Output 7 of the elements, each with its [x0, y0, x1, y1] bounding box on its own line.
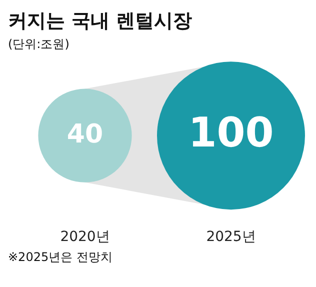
data-label: 40 [66, 119, 104, 150]
text: (단위:조원) [8, 36, 70, 53]
text: 커지는 국내 렌털시장 [8, 9, 194, 34]
data-label: 100 [188, 108, 274, 156]
category-label: 2025년 [206, 229, 256, 246]
category-label: 2020년 [60, 229, 110, 246]
text: ※2025년은 전망치 [8, 249, 114, 266]
